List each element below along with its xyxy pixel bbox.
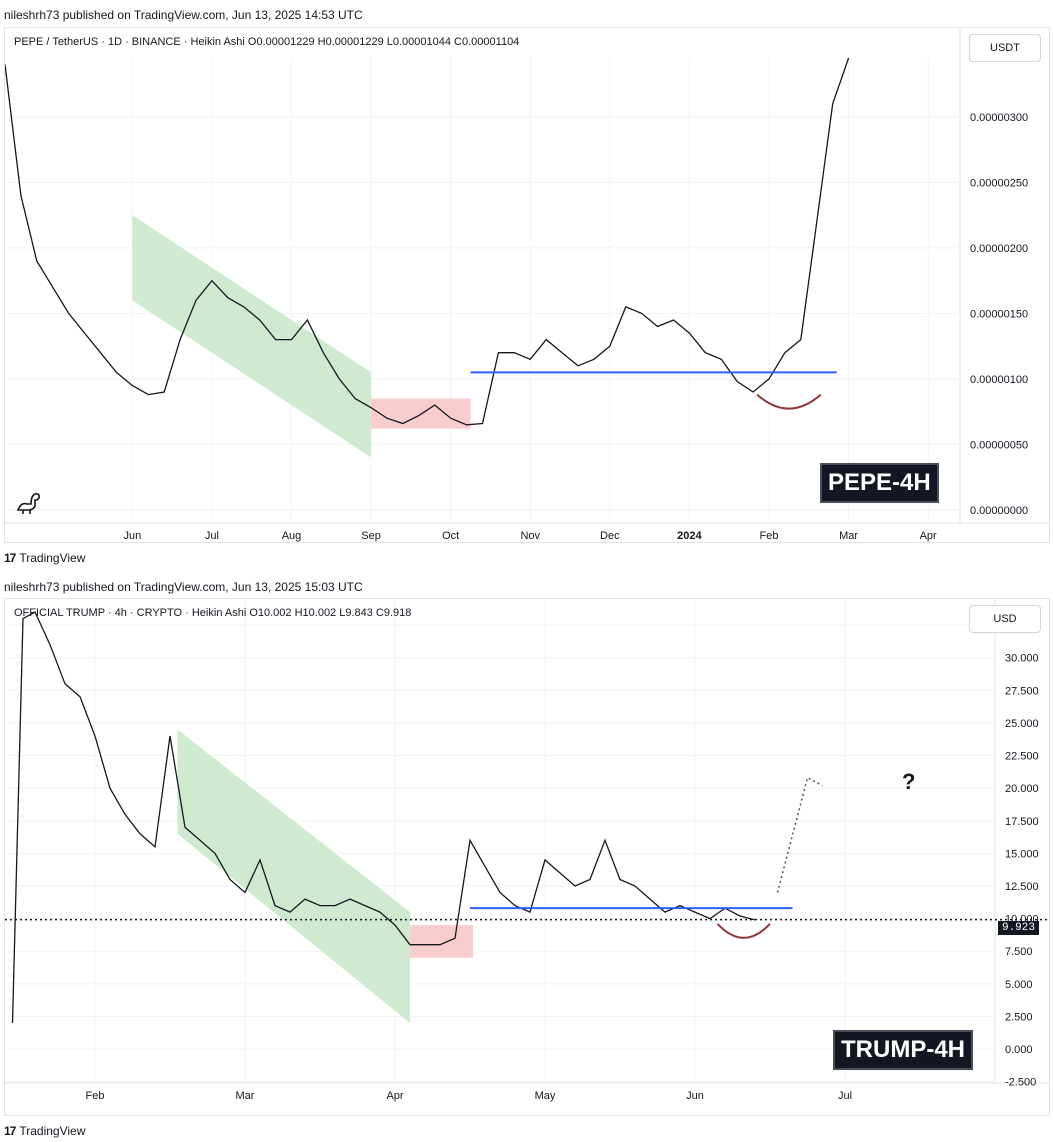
trump-x-tick-label: Jun — [686, 1090, 704, 1102]
trump-y-tick-label: 22.500 — [1005, 751, 1039, 763]
pepe-y-tick-label: 0.00000100 — [970, 374, 1028, 386]
trump-x-tick-label: Apr — [386, 1090, 403, 1102]
pepe-x-tick-label: Dec — [600, 530, 620, 542]
trump-projection-arrow — [776, 776, 823, 893]
pepe-x-tick-label: Jun — [123, 530, 141, 542]
last-price-badge: 9.923 — [997, 921, 1039, 935]
pepe-chart-panel[interactable]: 0.00000300 0.00000250 0.00000200 0.00000150… — [4, 27, 1050, 543]
trump-y-tick-label: 20.000 — [1005, 783, 1039, 795]
trump-y-tick-label: -2.500 — [1005, 1077, 1036, 1089]
pepe-x-tick-label: Oct — [442, 530, 459, 542]
bottom-brand: 17 TradingView — [4, 1124, 85, 1138]
pepe-legend: PEPE / TetherUS · 1D · BINANCE · Heikin … — [14, 36, 520, 48]
trump-tag-label: TRUMP-4H — [833, 1030, 973, 1070]
dino-icon — [16, 493, 40, 514]
trump-accumulation-box — [410, 925, 473, 958]
pepe-x-tick-label: Nov — [520, 530, 540, 542]
trump-y-tick-label: 0.000 — [1005, 1044, 1033, 1056]
pepe-y-tick-label: 0.00000050 — [970, 439, 1028, 451]
trump-y-tick-label: 12.500 — [1005, 881, 1039, 893]
trump-x-tick-label: Mar — [236, 1090, 255, 1102]
trump-y-tick-label: 30.000 — [1005, 653, 1039, 665]
pepe-y-tick-label: 0.00000000 — [970, 505, 1028, 517]
pepe-x-tick-label: Jul — [205, 530, 219, 542]
trump-price-line — [11, 611, 756, 1024]
trump-x-tick-label: Feb — [86, 1090, 105, 1102]
trump-legend: OFFICIAL TRUMP · 4h · CRYPTO · Heikin As… — [14, 607, 412, 619]
trump-x-tick-label: Jul — [838, 1090, 852, 1102]
trump-y-tick-label: 2.500 — [1005, 1011, 1033, 1023]
pepe-x-tick-label: Feb — [760, 530, 779, 542]
trump-y-tick-label: 27.500 — [1005, 685, 1039, 697]
trump-currency-button[interactable]: USD — [969, 605, 1041, 633]
trump-y-tick-label: 25.000 — [1005, 718, 1039, 730]
trump-descending-channel — [177, 729, 410, 1023]
tradingview-logo-icon: 17 — [4, 551, 16, 565]
pepe-x-tick-label: Apr — [920, 530, 937, 542]
pepe-y-tick-label: 0.00000300 — [970, 112, 1028, 124]
pepe-y-tick-label: 0.00000150 — [970, 308, 1028, 320]
pepe-tag-label: PEPE-4H — [820, 463, 939, 503]
trump-y-tick-label: 17.500 — [1005, 816, 1039, 828]
trump-y-tick-label: 7.500 — [1005, 946, 1033, 958]
trump-y-tick-label: 15.000 — [1005, 848, 1039, 860]
question-mark-annotation: ? — [902, 769, 916, 794]
pepe-y-tick-label: 0.00000200 — [970, 243, 1028, 255]
bottom-brand-name: TradingView — [19, 1124, 86, 1138]
pepe-price-line — [5, 57, 850, 426]
trump-y-tick-label: 5.000 — [1005, 979, 1033, 991]
top-brand: 17 TradingView — [4, 551, 85, 565]
bottom-published-line: nileshrh73 published on TradingView.com,… — [4, 580, 363, 594]
pepe-x-tick-label: 2024 — [677, 530, 702, 542]
pepe-x-tick-label: Sep — [361, 530, 381, 542]
pepe-x-tick-label: Aug — [282, 530, 302, 542]
pepe-chart-svg: 0.00000300 0.00000250 0.00000200 0.00000150… — [5, 28, 1049, 542]
trump-x-tick-label: May — [535, 1090, 556, 1102]
pepe-x-tick-label: Mar — [839, 530, 858, 542]
pepe-rounded-bottom-arc — [756, 393, 822, 410]
top-published-line: nileshrh73 published on TradingView.com,… — [4, 8, 363, 22]
pepe-descending-channel — [132, 215, 372, 458]
tradingview-logo-icon: 17 — [4, 1124, 16, 1138]
trump-chart-panel[interactable]: 32.50030.00027.50025.00022.50020.00017.5… — [4, 598, 1050, 1116]
pepe-y-tick-label: 0.00000250 — [970, 177, 1028, 189]
trump-rounded-bottom-arc — [716, 923, 771, 939]
top-brand-name: TradingView — [19, 551, 86, 565]
pepe-currency-button[interactable]: USDT — [969, 34, 1041, 62]
